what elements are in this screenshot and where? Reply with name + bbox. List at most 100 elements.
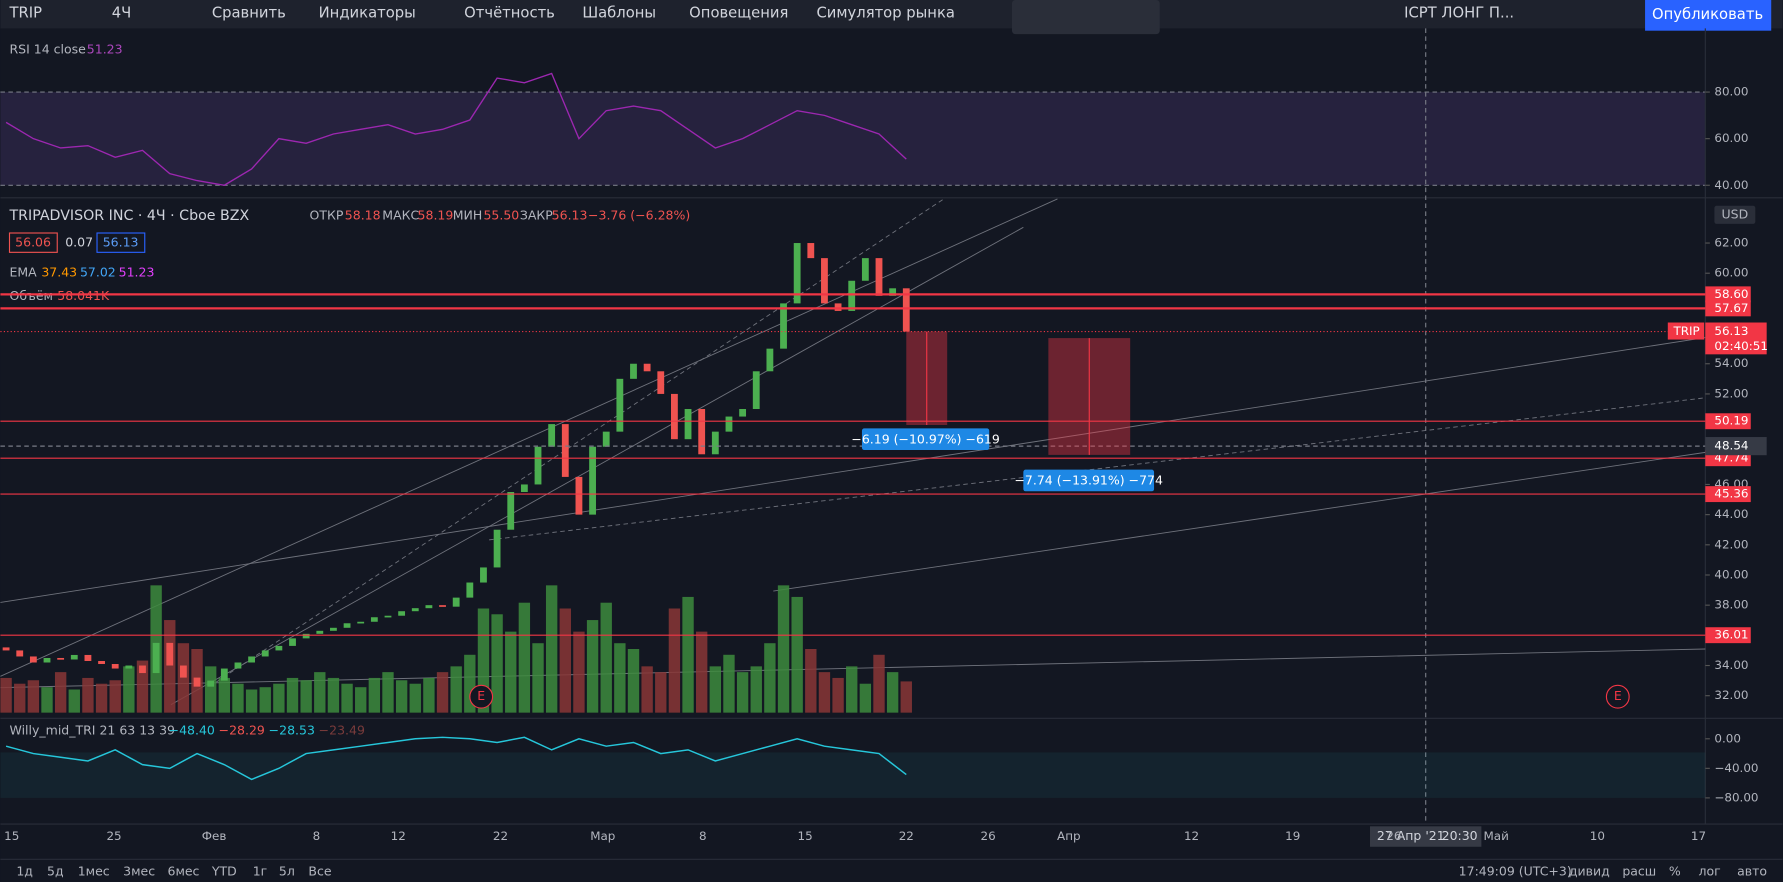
range-button[interactable]: 1д: [16, 863, 33, 878]
range-button[interactable]: 6мес: [167, 863, 199, 878]
volume-bar: [450, 666, 462, 713]
volume-bar: [41, 687, 53, 713]
volume-bar: [859, 683, 872, 713]
candle: [139, 665, 146, 674]
willy-label: Willy_mid_TRI 21 63 13 39: [10, 722, 176, 737]
toolbar-item[interactable]: Шаблоны: [582, 5, 656, 22]
publish-label[interactable]: Опубликовать: [1652, 6, 1763, 23]
range-button[interactable]: 5д: [47, 863, 64, 878]
candle: [739, 409, 747, 417]
rsi-band: [0, 92, 1706, 186]
currency: USD: [1721, 206, 1748, 221]
toolbar-item[interactable]: Симулятор рынка: [816, 5, 954, 22]
measure-label-box: [1023, 469, 1155, 492]
y-tick-label: 62.00: [1714, 236, 1748, 250]
candle: [548, 424, 556, 447]
level-tag: [1705, 300, 1751, 317]
rsi-value: 51.23: [87, 42, 123, 57]
candle: [780, 303, 787, 349]
range-button[interactable]: Все: [308, 863, 331, 878]
scale-option[interactable]: авто: [1737, 863, 1767, 878]
level-tag: [1705, 627, 1751, 644]
candle: [480, 567, 487, 583]
symbol[interactable]: TRIP: [9, 5, 43, 22]
toolbar-item[interactable]: Индикаторы: [319, 5, 416, 22]
candle: [630, 363, 637, 379]
time-label: 26: [981, 829, 996, 843]
candle: [111, 664, 119, 669]
level-label: 57.67: [1714, 301, 1748, 315]
y-tick-label: 38.00: [1714, 598, 1748, 612]
candle: [766, 348, 774, 372]
willy-v4: −23.49: [319, 722, 365, 737]
low-value: 55.50: [483, 207, 519, 222]
time-label: Фев: [202, 829, 227, 843]
range-button[interactable]: 1г: [253, 863, 268, 878]
crosshair-date: 27 Апр '21: [1377, 828, 1445, 843]
candle: [220, 668, 228, 681]
toolbar-item[interactable]: Оповещения: [689, 5, 788, 22]
candle: [125, 665, 133, 669]
candle: [384, 615, 392, 618]
volume-bar: [177, 643, 190, 713]
scale-option[interactable]: %: [1669, 863, 1681, 878]
spread: 0.07: [65, 235, 93, 250]
volume-bar: [314, 672, 326, 713]
earnings-marker[interactable]: [1605, 684, 1630, 709]
willy-tick-label: −80.00: [1714, 790, 1758, 804]
ask-box[interactable]: [96, 232, 146, 253]
volume-bar: [109, 680, 121, 713]
candle: [807, 243, 815, 259]
range-button[interactable]: 1мес: [78, 863, 110, 878]
candle: [411, 608, 419, 612]
candle: [493, 529, 501, 568]
volume-bar: [273, 683, 285, 713]
scale-option[interactable]: дивид: [1569, 863, 1610, 878]
drawing-toolbar[interactable]: [1011, 0, 1160, 35]
level-label: 36.01: [1714, 628, 1748, 642]
scale-option[interactable]: лог: [1698, 863, 1720, 878]
volume-bar: [54, 672, 67, 713]
candle: [248, 656, 256, 663]
currency-box[interactable]: [1714, 205, 1756, 224]
toolbar-item[interactable]: Сравнить: [212, 5, 286, 22]
willy-v2: −28.29: [219, 722, 265, 737]
earnings-marker[interactable]: [469, 684, 494, 709]
candle: [575, 476, 583, 515]
candle: [302, 633, 310, 639]
level-tag: [1705, 486, 1751, 503]
time-label: 26: [1386, 829, 1401, 843]
y-tick-label: 34.00: [1714, 658, 1748, 672]
ema-3: 51.23: [119, 264, 155, 279]
volume-bar: [327, 677, 340, 713]
volume-bar: [409, 683, 421, 713]
volume-bar: [832, 677, 844, 713]
volume-bar: [614, 643, 626, 713]
open-label: ОТКР: [310, 207, 344, 222]
volume-bar: [218, 677, 230, 713]
volume-bar: [696, 631, 708, 713]
publish-button[interactable]: [1645, 0, 1772, 31]
measure-label: −6.19 (−10.97%) −619: [851, 431, 1000, 446]
interval[interactable]: 4Ч: [112, 5, 132, 22]
volume-bar: [505, 631, 517, 713]
volume-bar: [232, 683, 244, 713]
range-button[interactable]: 5л: [279, 863, 295, 878]
layout-name[interactable]: ICPT ЛОНГ П...: [1404, 5, 1514, 22]
range-button[interactable]: 3мес: [123, 863, 155, 878]
volume-bar: [136, 660, 149, 713]
volume-bar: [873, 654, 885, 713]
scale-option[interactable]: расш: [1622, 863, 1656, 878]
y-tick-label: 32.00: [1714, 688, 1748, 702]
volume-bar: [286, 677, 299, 713]
toolbar-item[interactable]: Отчётность: [464, 5, 555, 22]
willy-tick-label: −40.00: [1714, 761, 1758, 775]
candle: [725, 416, 733, 432]
open-value: 58.18: [345, 207, 381, 222]
candle: [834, 303, 842, 311]
willy-tick-label: 0.00: [1714, 731, 1741, 745]
candle: [370, 617, 378, 622]
range-button[interactable]: YTD: [211, 863, 237, 878]
bid-box[interactable]: [8, 232, 58, 253]
time-label: 8: [699, 829, 707, 843]
